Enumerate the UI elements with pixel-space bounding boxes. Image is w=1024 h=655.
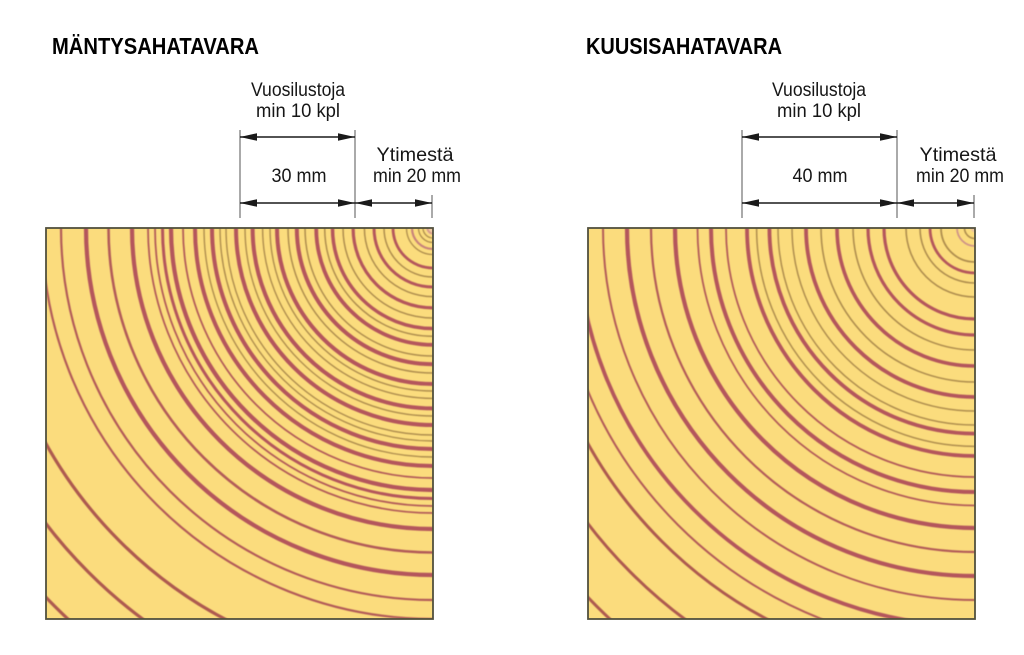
svg-text:Vuosilustoja: Vuosilustoja [772, 79, 866, 101]
svg-text:30 mm: 30 mm [272, 165, 327, 187]
svg-text:Ytimestä: Ytimestä [377, 144, 454, 166]
svg-text:min 10 kpl: min 10 kpl [777, 100, 861, 122]
svg-text:min 20 mm: min 20 mm [916, 165, 1004, 187]
svg-text:min 20 mm: min 20 mm [373, 165, 461, 187]
svg-text:KUUSISAHATAVARA: KUUSISAHATAVARA [586, 33, 782, 59]
svg-text:40 mm: 40 mm [793, 165, 848, 187]
svg-text:Ytimestä: Ytimestä [920, 144, 997, 166]
svg-text:MÄNTYSAHATAVARA: MÄNTYSAHATAVARA [52, 33, 259, 59]
svg-text:min 10 kpl: min 10 kpl [256, 100, 340, 122]
svg-text:Vuosilustoja: Vuosilustoja [251, 79, 345, 101]
